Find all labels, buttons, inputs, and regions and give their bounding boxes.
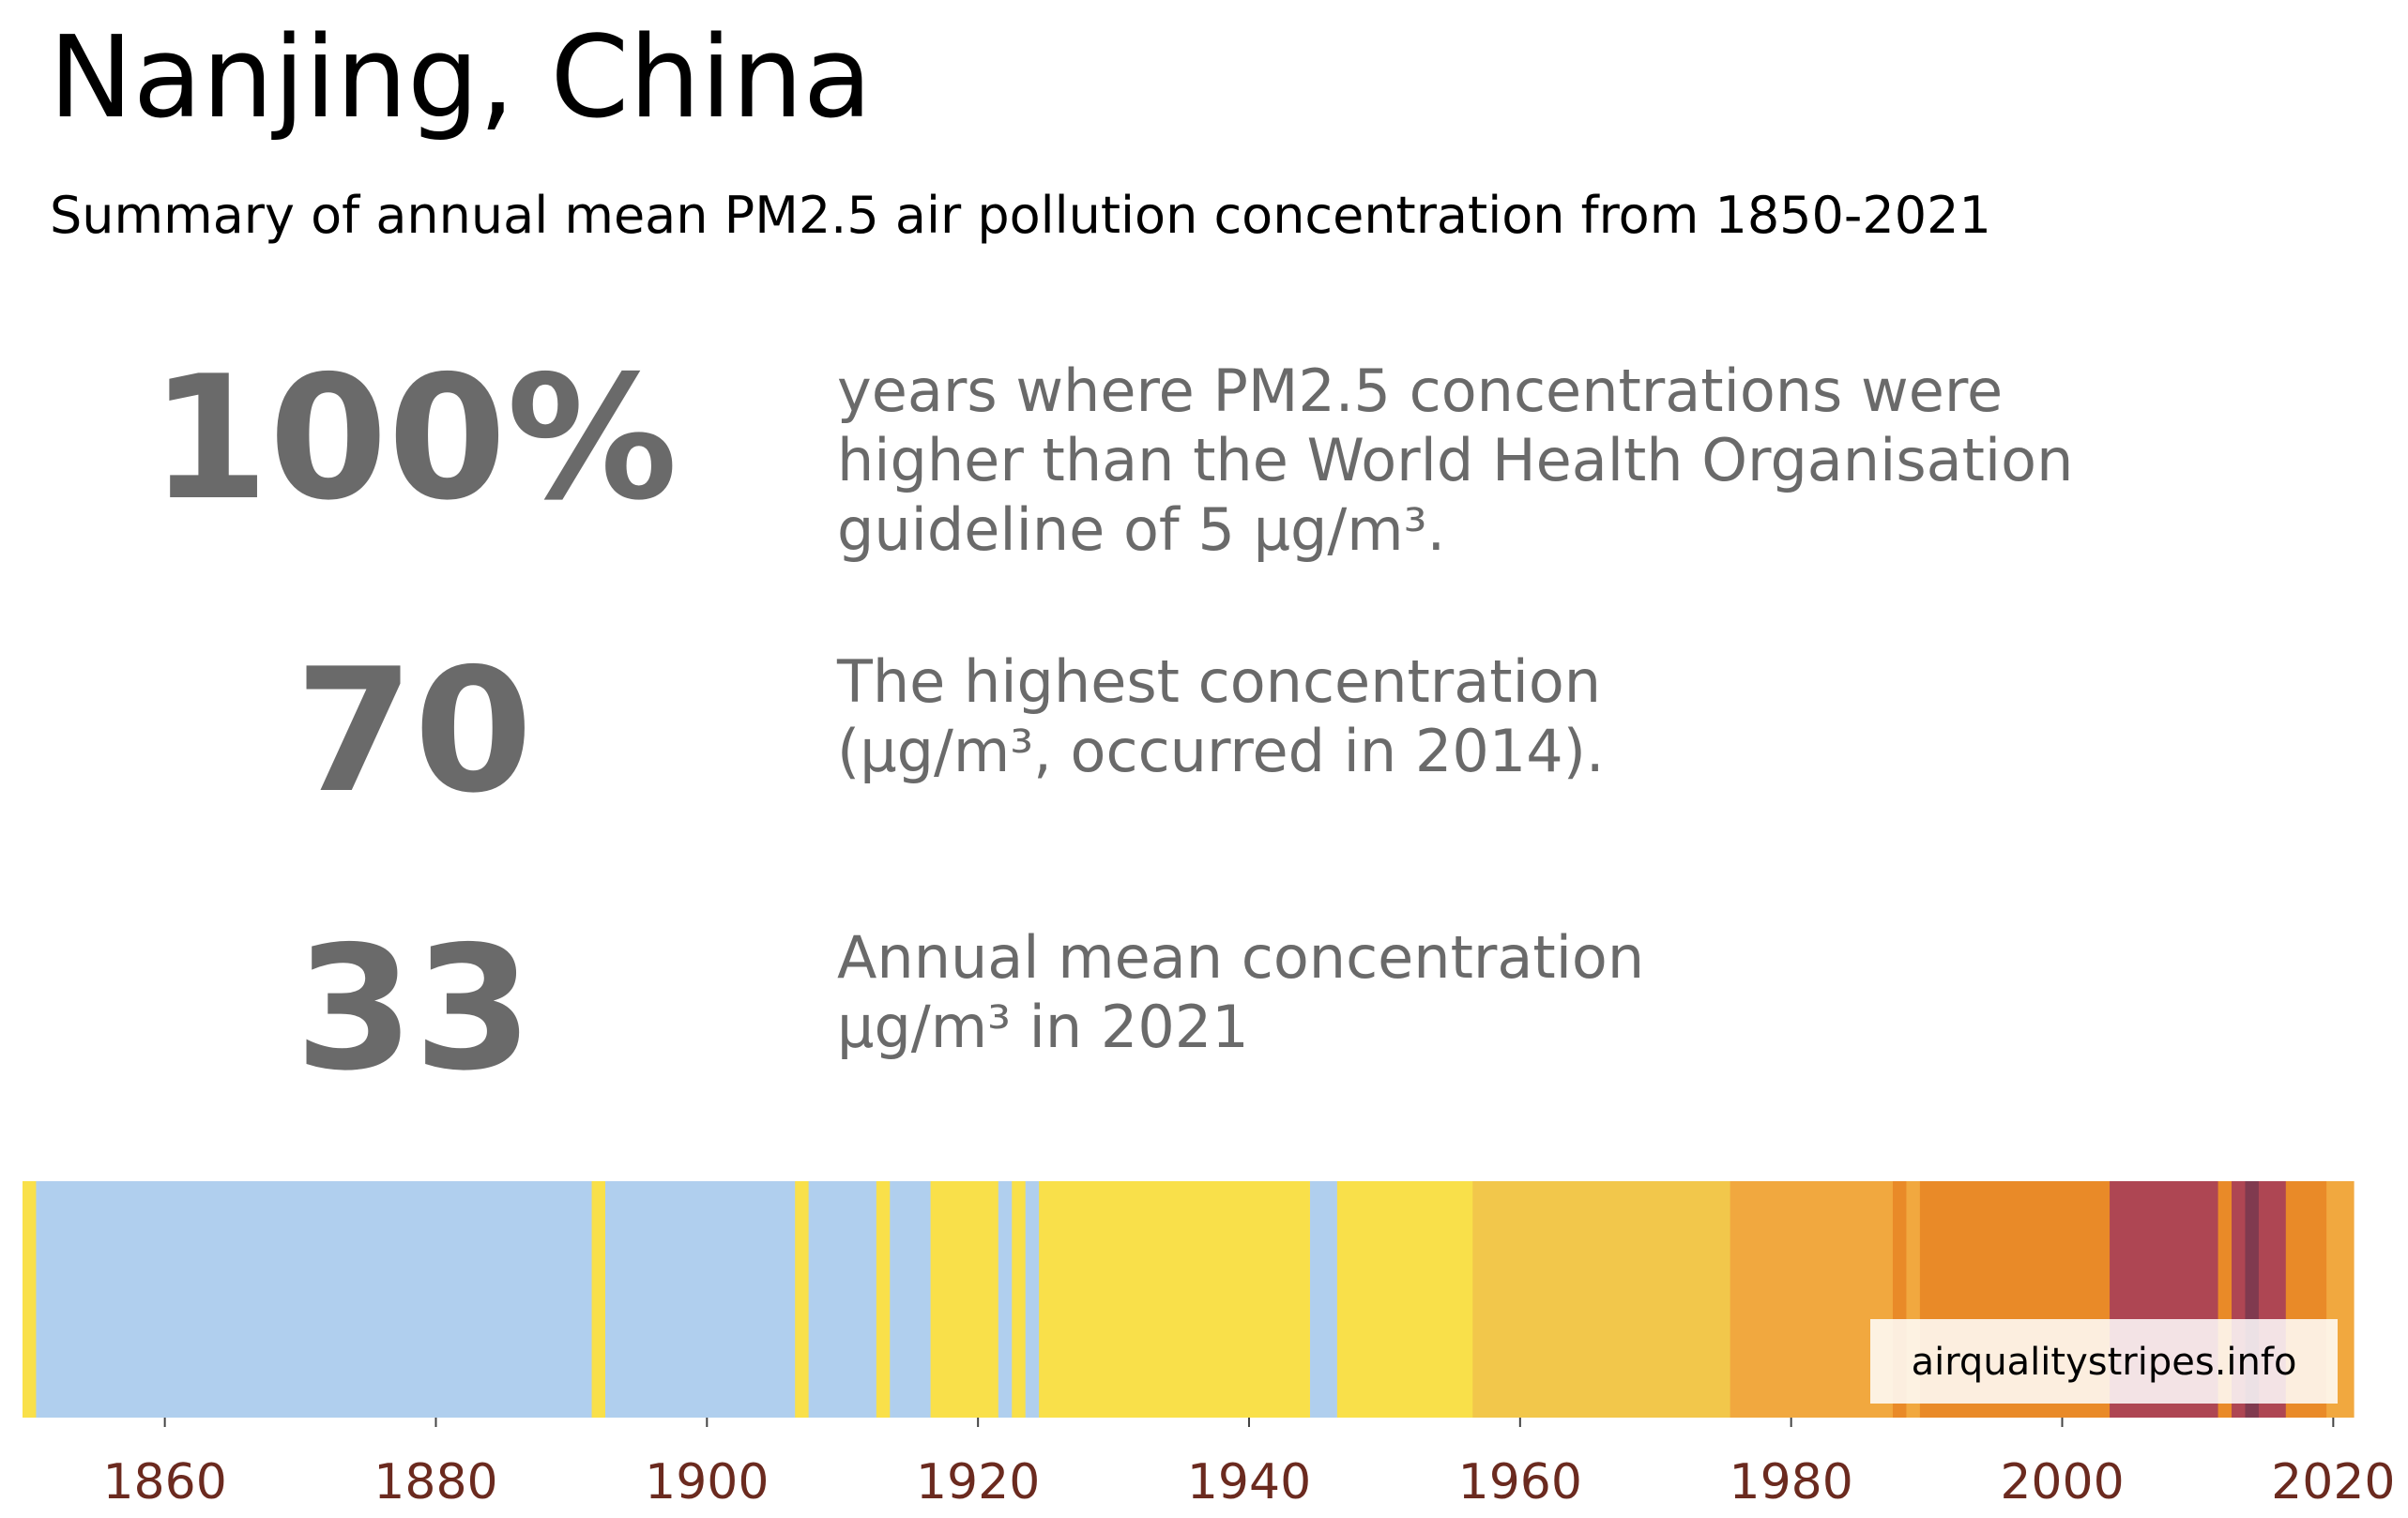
x-tick-label-1860: 1860 <box>102 1454 226 1510</box>
watermark-background <box>1870 1319 2338 1404</box>
watermark-text: airqualitystripes.info <box>1912 1341 2297 1384</box>
x-tick-label-2020: 2020 <box>2271 1454 2395 1510</box>
stat-description-line: guideline of 5 µg/m³. <box>837 495 1446 564</box>
stripe-1892-1892 <box>591 1181 606 1418</box>
page-subtitle: Summary of annual mean PM2.5 air polluti… <box>50 186 1991 245</box>
stripe-1908-1912 <box>808 1181 877 1418</box>
x-tick-label-1920: 1920 <box>916 1454 1040 1510</box>
x-tick-label-1980: 1980 <box>1729 1454 1852 1510</box>
x-tick-label-1940: 1940 <box>1187 1454 1311 1510</box>
stripe-1850-1850 <box>23 1181 38 1418</box>
stat-description-line: Annual mean concentration <box>837 923 1645 992</box>
x-axis-ticks: 1860 1880 1900 1920 1940 1960 1980 2000 2020 <box>102 1418 2396 1510</box>
x-tick-label-1900: 1900 <box>645 1454 769 1510</box>
stat-value-years-above-guideline: 100% <box>149 339 678 538</box>
stat-description-annual-mean-2021: Annual mean concentration µg/m³ in 2021 <box>837 923 1644 1062</box>
x-tick-label-1880: 1880 <box>373 1454 497 1510</box>
stripe-1945-1946 <box>1309 1181 1338 1418</box>
stripe-1913-1913 <box>876 1181 891 1418</box>
watermark-box: airqualitystripes.info <box>1870 1319 2338 1404</box>
page-title: Nanjing, China <box>49 13 873 144</box>
stat-description-line: The highest concentration <box>837 647 1602 716</box>
stripe-1922-1922 <box>998 1181 1013 1418</box>
stat-description-line: years where PM2.5 concentrations were <box>837 357 2004 425</box>
x-tick-label-1960: 1960 <box>1458 1454 1582 1510</box>
stat-description-years-above-guideline: years where PM2.5 concentrations were hi… <box>837 357 2073 565</box>
stripe-1924-1924 <box>1025 1181 1040 1418</box>
x-tick-label-2000: 2000 <box>2000 1454 2124 1510</box>
stripe-1914-1916 <box>890 1181 932 1418</box>
stat-description-highest-concentration: The highest concentration (µg/m³, occurr… <box>837 647 1605 786</box>
stripe-1907-1907 <box>795 1181 810 1418</box>
stripe-group <box>23 1181 2355 1418</box>
stripe-1976-1987 <box>1730 1181 1894 1418</box>
stripe-1957-1975 <box>1472 1181 1731 1418</box>
stat-description-line: µg/m³ in 2021 <box>837 993 1249 1061</box>
stat-description-line: higher than the World Health Organisatio… <box>837 426 2074 494</box>
stripe-1923-1923 <box>1012 1181 1027 1418</box>
stripe-1893-1906 <box>605 1181 796 1418</box>
stripe-1851-1891 <box>36 1181 593 1418</box>
stat-value-highest-concentration: 70 <box>295 631 533 830</box>
stripe-1947-1956 <box>1336 1181 1473 1418</box>
stripe-1917-1921 <box>930 1181 999 1418</box>
stat-value-annual-mean-2021: 33 <box>295 909 533 1108</box>
stripe-1925-1944 <box>1039 1181 1311 1418</box>
stat-description-line: (µg/m³, occurred in 2014). <box>837 717 1605 785</box>
